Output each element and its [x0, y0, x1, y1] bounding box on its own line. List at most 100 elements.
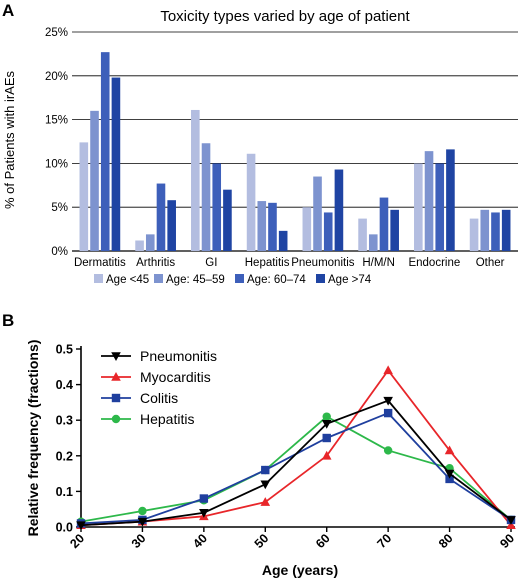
x-tick-label: 80	[436, 531, 456, 551]
panel-a-letter: A	[2, 1, 14, 20]
data-point	[322, 412, 331, 421]
legend-marker	[111, 393, 121, 403]
bar	[90, 110, 99, 251]
x-category-label: Pneumonitis	[291, 257, 355, 269]
x-tick-label: 50	[252, 531, 272, 551]
bar	[145, 234, 155, 251]
y-tick-label: 10%	[45, 158, 68, 170]
legend-swatch	[94, 274, 103, 283]
bar	[257, 201, 267, 251]
x-category-label: Hepatitis	[245, 257, 290, 269]
legend-label: Hepatitis	[140, 411, 194, 427]
x-tick-label: 60	[313, 531, 333, 551]
legend-label: Pneumonitis	[140, 348, 217, 364]
x-category-label: Endocrine	[408, 257, 460, 269]
data-point	[322, 433, 331, 443]
y-tick-label: 0.0	[56, 521, 73, 535]
bar	[358, 218, 367, 251]
data-point	[321, 419, 332, 429]
y-tick-label: 0.2	[56, 449, 73, 463]
bar	[414, 163, 423, 251]
data-point	[138, 506, 147, 516]
data-point	[445, 474, 454, 484]
legend-label: Age >74	[328, 274, 372, 286]
legend-label: Age <45	[106, 274, 149, 286]
data-point	[260, 497, 271, 506]
legend-marker	[111, 352, 121, 361]
y-tick-label: 15%	[45, 115, 68, 127]
bar	[469, 218, 479, 251]
data-point	[260, 480, 271, 490]
data-point	[444, 469, 455, 479]
x-category-label: GI	[205, 257, 217, 269]
data-point	[444, 445, 455, 455]
bar	[313, 176, 322, 251]
bar	[435, 163, 445, 251]
bar	[480, 209, 490, 251]
y-tick-label: 20%	[45, 71, 68, 83]
x-category-label: H/M/N	[362, 257, 395, 269]
bar	[501, 209, 511, 251]
data-point	[137, 517, 148, 527]
data-point	[383, 396, 393, 406]
bar	[79, 142, 89, 251]
bar	[135, 240, 144, 251]
x-tick-label: 90	[497, 531, 517, 551]
bar	[334, 169, 344, 251]
data-point	[199, 508, 209, 518]
data-point	[383, 365, 393, 375]
bar	[424, 151, 434, 251]
x-category-label: Arthritis	[136, 257, 175, 269]
data-point	[76, 521, 86, 531]
x-category-label: Other	[476, 257, 505, 269]
bar	[390, 209, 399, 251]
bar	[302, 207, 312, 251]
data-point	[506, 516, 516, 525]
chart-a: 0% 5% 10% 15% 20% 25% Dermatitis Arthritis GI Hep…	[45, 27, 518, 286]
bar	[379, 197, 389, 251]
series-line	[80, 399, 512, 527]
data-point	[199, 494, 209, 503]
legend-marker	[111, 372, 121, 381]
y-tick-label: 5%	[51, 202, 68, 214]
bar	[167, 200, 176, 251]
chart-a-ylabel: % of Patients with irAEs	[2, 71, 17, 209]
bar	[201, 143, 211, 251]
chart-b: 0.00.10.20.30.40.520 30 40 50 60 70 80 90Pneumo…	[56, 343, 518, 551]
bar	[446, 149, 455, 251]
bar	[223, 189, 232, 251]
legend-marker	[111, 414, 121, 424]
y-tick-label: 0.5	[56, 343, 73, 357]
legend-label: Myocarditis	[140, 369, 211, 385]
data-point	[383, 408, 393, 418]
bar	[156, 183, 166, 251]
legend-swatch	[154, 274, 163, 283]
y-tick-label: 0.3	[56, 414, 73, 428]
bar	[323, 212, 333, 251]
data-point	[321, 450, 332, 460]
chart-b-xlabel: Age (years)	[262, 562, 338, 578]
series-line	[80, 415, 512, 523]
legend-label: Age: 60–74	[247, 274, 306, 286]
bar	[491, 212, 500, 251]
bar	[111, 77, 121, 251]
legend-swatch	[316, 274, 325, 283]
legend-label: Colitis	[140, 390, 178, 406]
y-tick-label: 0%	[51, 246, 68, 258]
x-tick-label: 40	[190, 531, 210, 551]
bar	[368, 234, 378, 251]
y-tick-label: 0.1	[56, 485, 73, 499]
x-tick-label: 70	[375, 531, 395, 551]
legend-label: Age: 45–59	[166, 274, 225, 286]
bar	[100, 52, 110, 252]
y-tick-label: 25%	[45, 27, 68, 39]
chart-a-title: Toxicity types varied by age of patient	[160, 8, 410, 25]
y-tick-label: 0.4	[56, 378, 73, 392]
data-point	[261, 465, 270, 475]
bar	[278, 230, 288, 251]
bar	[191, 109, 200, 252]
chart-b-ylabel: Relative frequency (fractions)	[25, 340, 41, 537]
x-category-label: Dermatitis	[74, 257, 126, 269]
data-point	[383, 446, 393, 455]
